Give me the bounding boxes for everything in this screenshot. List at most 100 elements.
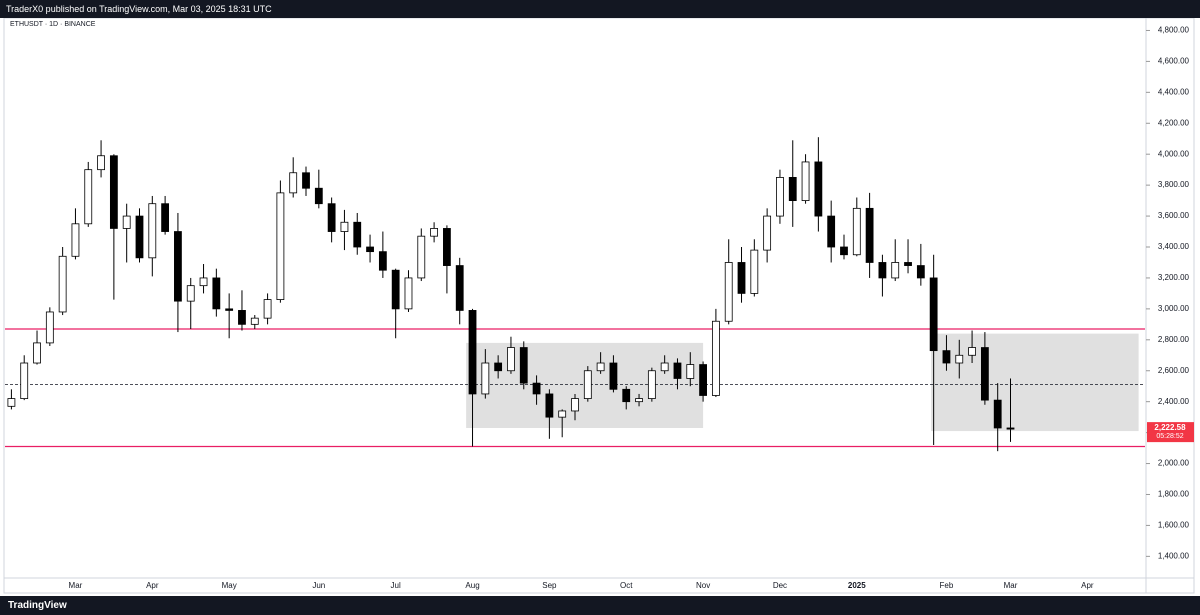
- y-tick-label: 3,000.00: [1158, 304, 1190, 313]
- candle-body: [494, 362, 503, 372]
- candle-body: [814, 161, 823, 217]
- candle-body: [673, 362, 682, 379]
- x-tick-label: Jul: [391, 581, 401, 590]
- y-tick-label: 3,200.00: [1158, 273, 1190, 282]
- candle-body: [724, 262, 733, 322]
- candle-body: [84, 169, 93, 225]
- candle-body: [33, 342, 41, 364]
- last-price-label: 2,222.58: [1154, 423, 1186, 432]
- candle-body: [314, 187, 323, 205]
- candle-body: [711, 320, 720, 396]
- candle-body: [583, 370, 592, 399]
- candle-body: [840, 246, 848, 256]
- candle-body: [378, 251, 387, 271]
- candle-body: [635, 398, 643, 403]
- candle-body: [122, 215, 131, 229]
- candle-body: [199, 277, 208, 287]
- x-tick-label: Apr: [146, 581, 159, 590]
- chart-frame: [3, 18, 1195, 594]
- candle-body: [481, 362, 490, 395]
- x-tick-label: Mar: [1004, 581, 1018, 590]
- candle-body: [750, 249, 759, 294]
- candle-body: [596, 362, 605, 372]
- candle-body: [443, 228, 451, 266]
- candle-body: [353, 221, 362, 248]
- candle-body: [97, 155, 105, 171]
- range-zone: [931, 333, 1139, 432]
- candle-body: [955, 354, 964, 364]
- candle-body: [916, 265, 925, 279]
- y-tick-label: 2,000.00: [1158, 459, 1190, 468]
- candle-body: [404, 277, 413, 310]
- y-tick-label: 1,400.00: [1158, 551, 1190, 560]
- candle-body: [929, 277, 938, 352]
- x-tick-label: Dec: [773, 581, 787, 590]
- y-tick-label: 2,800.00: [1158, 335, 1190, 344]
- candle-body: [660, 362, 669, 372]
- y-tick-label: 3,400.00: [1158, 242, 1190, 251]
- x-tick-label: Sep: [542, 581, 557, 590]
- candle-body: [327, 203, 336, 232]
- candle-body: [174, 231, 182, 302]
- candle-body: [507, 347, 515, 372]
- candle-body: [686, 364, 695, 379]
- candle-body: [212, 277, 221, 310]
- candle-body: [109, 155, 118, 229]
- candle-body: [788, 177, 797, 202]
- y-tick-label: 2,400.00: [1158, 397, 1190, 406]
- y-tick-label: 3,800.00: [1158, 180, 1190, 189]
- candle-body: [737, 262, 746, 294]
- candle-body: [391, 269, 400, 310]
- y-tick-label: 4,600.00: [1158, 57, 1190, 66]
- y-tick-label: 1,600.00: [1158, 521, 1190, 530]
- candle-body: [622, 388, 631, 403]
- candle-body: [571, 398, 579, 412]
- candle-body: [20, 362, 29, 399]
- x-tick-label: Nov: [696, 581, 710, 590]
- candle-body: [545, 393, 554, 418]
- candle-body: [980, 347, 989, 401]
- candle-body: [71, 223, 80, 257]
- candle-body: [609, 362, 618, 390]
- candle-body: [225, 308, 234, 311]
- candle-body: [776, 177, 784, 217]
- candle-body: [366, 246, 374, 253]
- countdown: 05:28:52: [1156, 433, 1183, 440]
- x-tick-label: Jun: [312, 581, 325, 590]
- candle-body: [7, 398, 16, 407]
- candle-body: [430, 228, 439, 237]
- y-tick-label: 4,000.00: [1158, 149, 1190, 158]
- candle-body: [865, 207, 874, 263]
- y-tick-label: 3,600.00: [1158, 211, 1190, 220]
- candle-body: [250, 317, 259, 325]
- y-tick-label: 2,600.00: [1158, 366, 1190, 375]
- x-tick-label: May: [222, 581, 237, 590]
- candle-body: [827, 215, 836, 248]
- candle-body: [801, 161, 810, 202]
- publish-bar: TraderX0 published on TradingView.com, M…: [0, 0, 1200, 18]
- candle-body: [468, 310, 477, 395]
- candle-body: [647, 370, 656, 399]
- candle-body: [942, 350, 951, 364]
- candle-body: [1006, 427, 1015, 430]
- y-tick-label: 4,800.00: [1158, 26, 1190, 35]
- candle-body: [135, 215, 144, 259]
- x-tick-label: 2025: [848, 581, 866, 590]
- candle-body: [161, 203, 170, 232]
- candle-body: [238, 310, 246, 325]
- x-tick-label: Apr: [1081, 581, 1094, 590]
- brand: TradingView: [8, 600, 67, 611]
- candle-body: [878, 262, 887, 279]
- x-tick-label: Feb: [940, 581, 954, 590]
- y-tick-label: 4,400.00: [1158, 87, 1190, 96]
- candle-body: [148, 203, 157, 259]
- candle-body: [904, 262, 912, 266]
- candle-body: [417, 235, 426, 279]
- candle-body: [968, 347, 976, 356]
- candle-body: [340, 221, 349, 232]
- candle-body: [302, 172, 310, 189]
- y-tick-label: 1,800.00: [1158, 490, 1190, 499]
- last-price-tag: [1147, 422, 1194, 443]
- candle-body: [263, 299, 272, 319]
